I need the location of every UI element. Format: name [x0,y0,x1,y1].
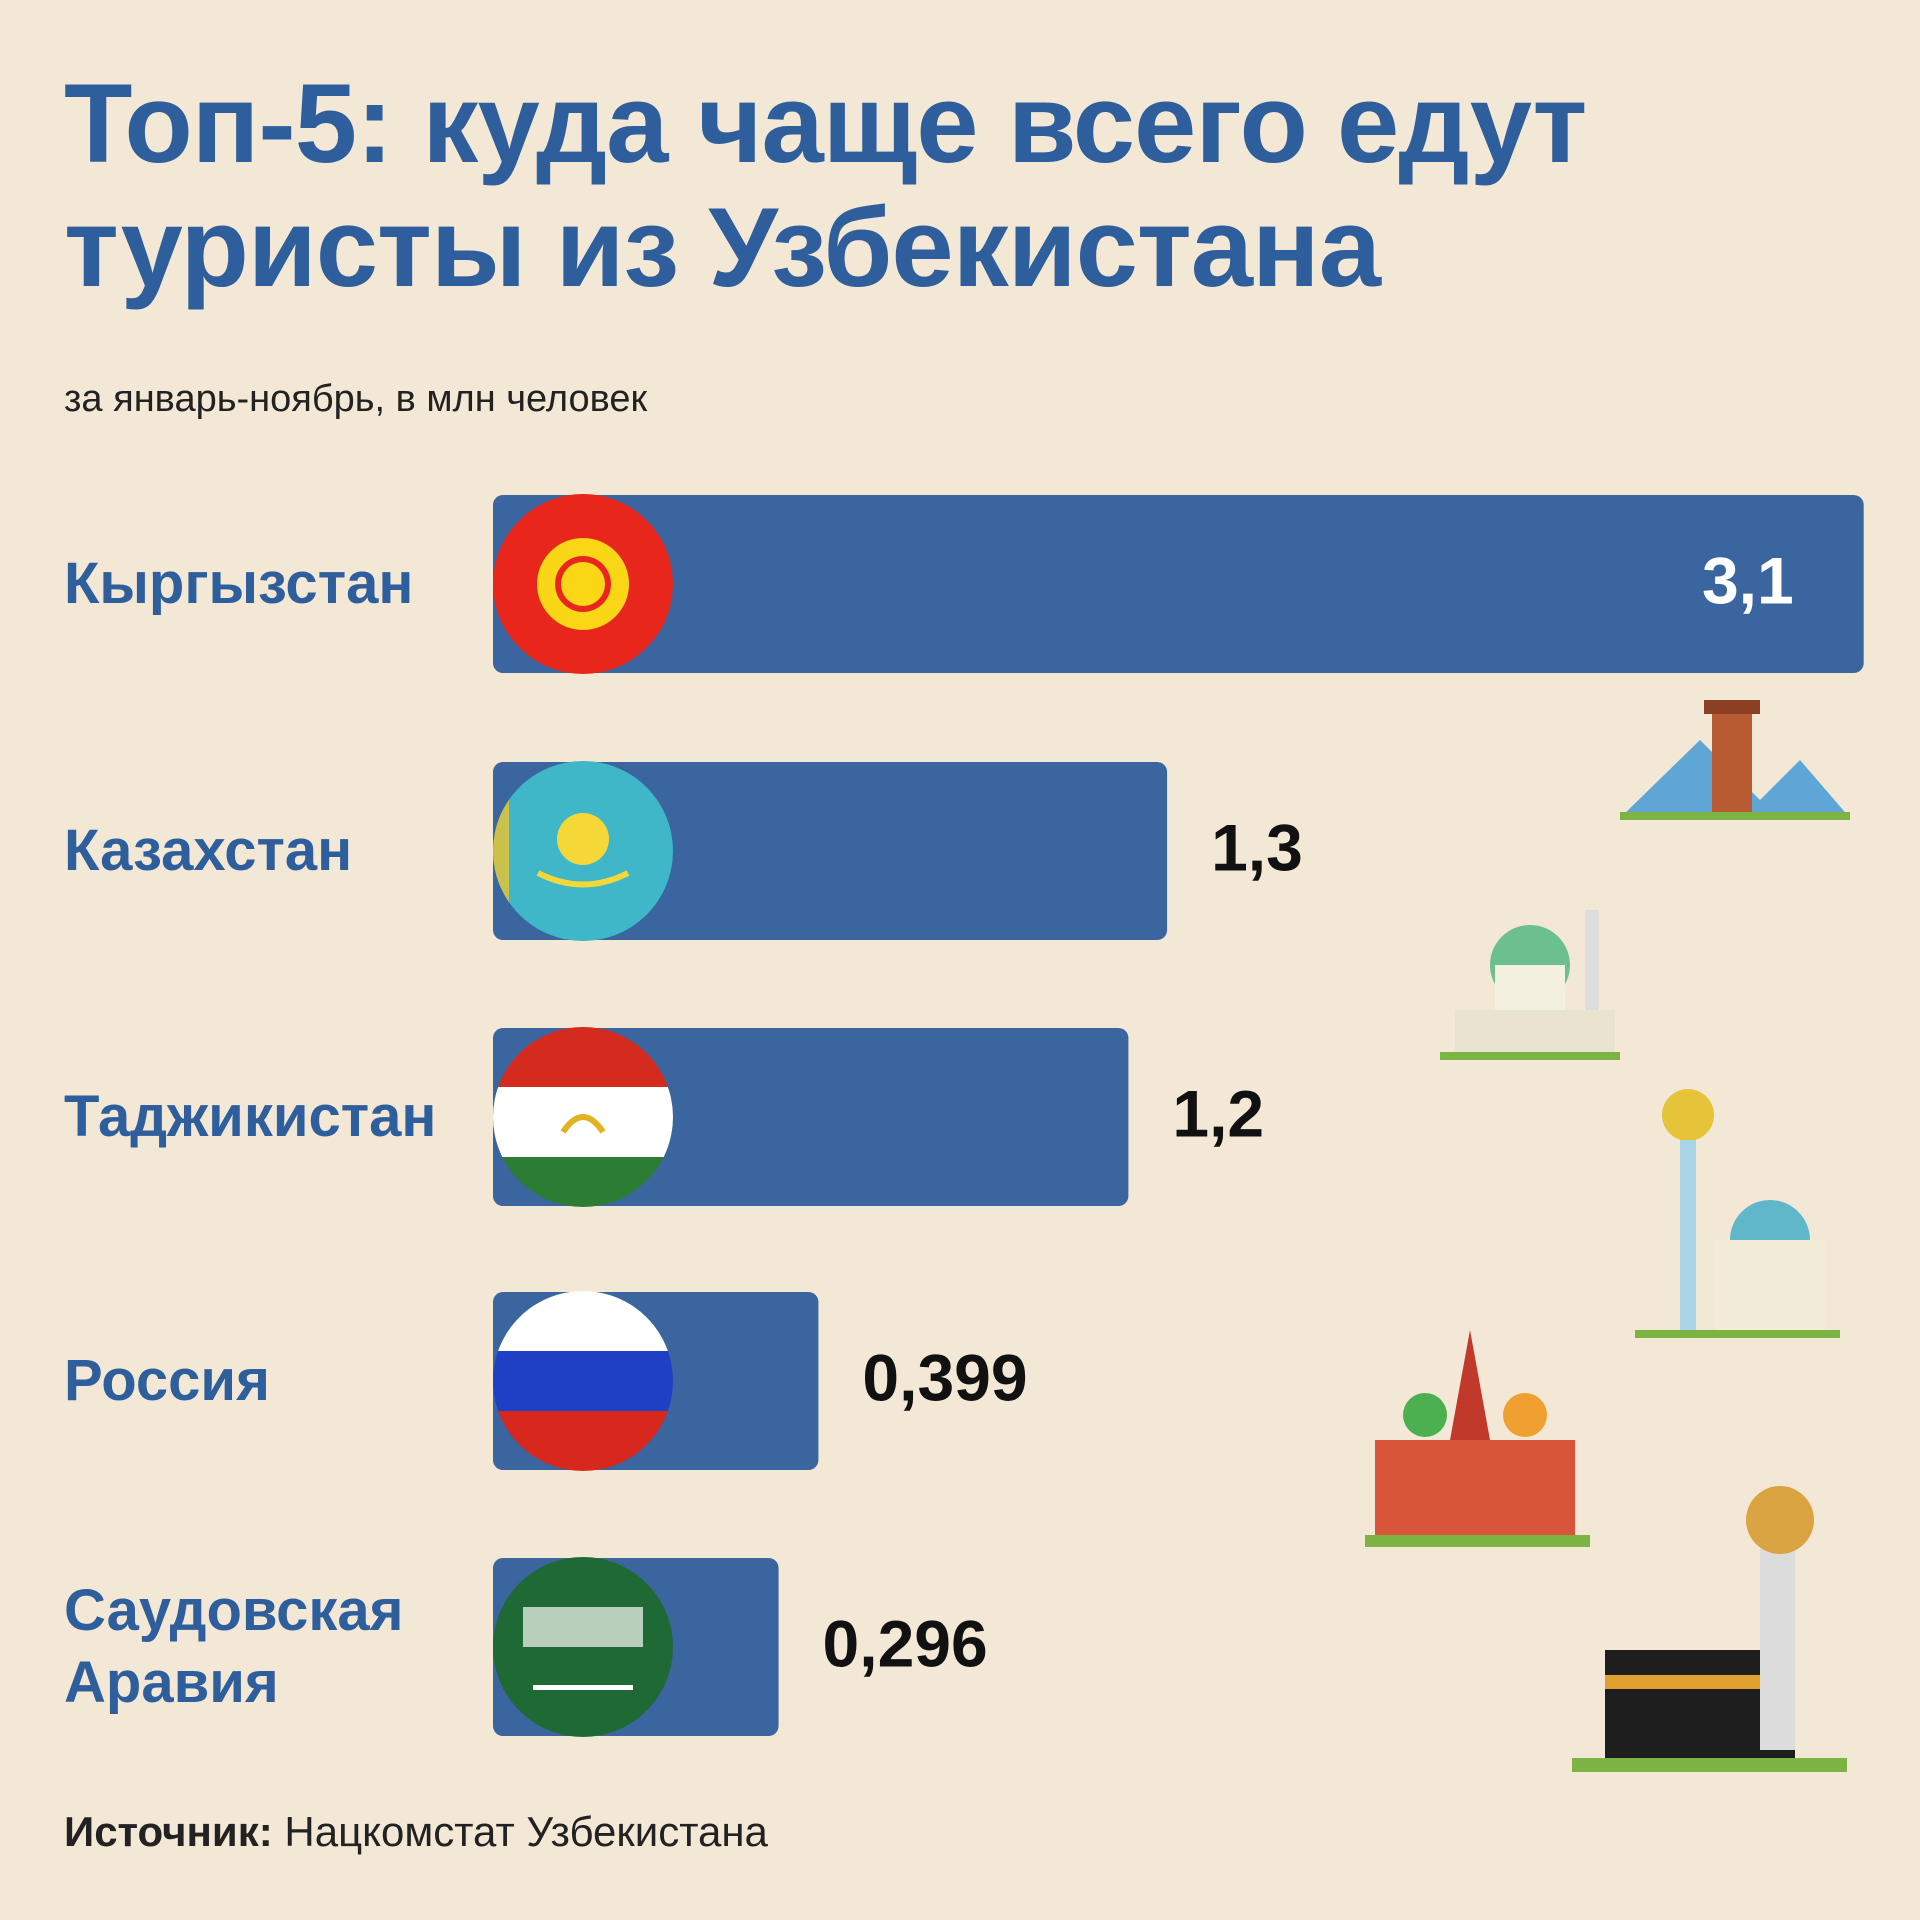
chart-title: Топ-5: куда чаще всего едут туристы из У… [64,61,1587,310]
flag-script [523,1607,643,1647]
value-label: 0,296 [823,1606,988,1680]
flag [493,1557,673,1737]
flag [493,1291,673,1471]
flag-blue [493,1351,673,1411]
value-label: 0,399 [862,1340,1027,1414]
flag-sword [533,1685,633,1690]
flag [493,761,673,941]
flag-sun [557,813,609,865]
landmark-kremlin [1365,1330,1590,1547]
category-label: Кыргызстан [64,551,414,616]
flag [493,1027,673,1207]
source: Источник: Нацкомстат Узбекистана [64,1808,768,1856]
landmark-mosque [1440,910,1620,1060]
landmark-kaaba [1572,1486,1847,1772]
bar [493,495,1864,673]
source-label: Источник: [64,1808,273,1855]
flag [493,494,673,674]
category-label: Таджикистан [64,1084,437,1149]
landmark-astana [1635,1089,1840,1338]
value-label: 1,3 [1211,810,1303,884]
landmark-kyrgyz [1620,700,1850,820]
category-label: Саудовская Аравия [64,1578,404,1715]
chart-subtitle: за январь-ноябрь, в млн человек [64,378,648,420]
category-label: Россия [64,1348,270,1413]
category-label: Казахстан [64,818,353,883]
source-text: Нацкомстат Узбекистана [284,1808,768,1855]
flag-white [493,1087,673,1157]
flag-crown [560,1114,606,1134]
value-label: 3,1 [1702,543,1794,617]
flag-sun-core [561,562,605,606]
flag-eagle [536,870,630,888]
bar [493,762,1168,940]
value-label: 1,2 [1172,1076,1264,1150]
